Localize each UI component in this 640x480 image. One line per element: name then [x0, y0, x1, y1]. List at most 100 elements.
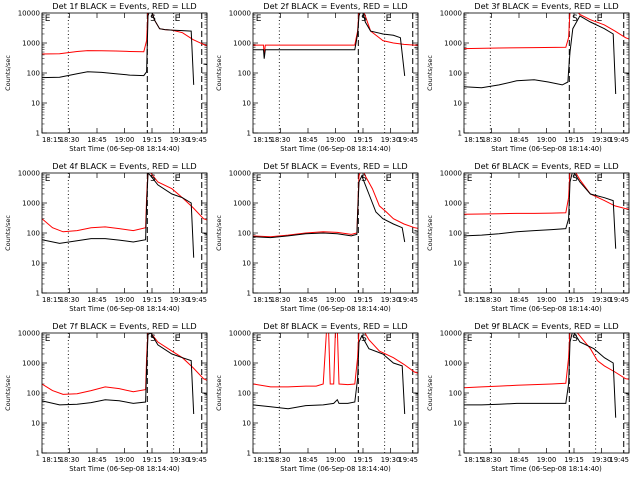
x-tick-label: 19:45: [398, 136, 418, 144]
panel-title: Det 3f BLACK = Events, RED = LLD: [474, 1, 618, 11]
marker-label: E: [597, 174, 603, 184]
panel-det-4: Det 4f BLACK = Events, RED = LLD Counts/s…: [4, 161, 208, 313]
panel-title: Det 8f BLACK = Events, RED = LLD: [263, 321, 407, 331]
y-tick-label: 10000: [18, 330, 40, 338]
marker-label: E: [45, 334, 51, 344]
x-tick-label: 19:30: [170, 136, 190, 144]
y-tick-label: 1: [458, 450, 462, 458]
x-tick-label: 19:15: [564, 296, 584, 304]
marker-label: E: [175, 14, 181, 24]
y-tick-label: 1000: [22, 200, 40, 208]
y-axis-label: Counts/sec: [426, 375, 434, 411]
x-tick-label: 19:00: [115, 136, 135, 144]
x-tick-label: 19:45: [609, 296, 629, 304]
marker-label: S: [572, 334, 578, 344]
y-tick-label: 100: [27, 230, 40, 238]
y-tick-label: 100: [238, 390, 251, 398]
panel-det-2: Det 2f BLACK = Events, RED = LLD Counts/s…: [215, 1, 419, 153]
y-axis-label: Counts/sec: [4, 375, 12, 411]
black-events-series: [42, 13, 195, 85]
x-axis-label: Start Time (06-Sep-08 18:14:40): [491, 465, 602, 473]
x-tick-label: 18:15: [464, 296, 484, 304]
panel-title: Det 4f BLACK = Events, RED = LLD: [52, 161, 196, 171]
x-tick-label: 19:45: [187, 456, 207, 464]
x-tick-label: 18:45: [87, 296, 107, 304]
y-tick-label: 10: [242, 100, 251, 108]
x-axis-label: Start Time (06-Sep-08 18:14:40): [69, 465, 180, 473]
x-tick-label: 19:45: [187, 136, 207, 144]
y-tick-label: 10000: [18, 170, 40, 178]
x-tick-label: 19:30: [592, 456, 612, 464]
x-tick-label: 18:30: [482, 296, 502, 304]
plot-frame: [41, 12, 208, 134]
x-tick-label: 18:15: [42, 296, 62, 304]
panel-det-6: Det 6f BLACK = Events, RED = LLD Counts/s…: [426, 161, 630, 313]
x-tick-label: 18:15: [42, 456, 62, 464]
x-tick-label: 18:45: [509, 296, 529, 304]
y-tick-label: 1000: [444, 40, 462, 48]
x-axis-label: Start Time (06-Sep-08 18:14:40): [280, 145, 391, 153]
red-lld-series: [464, 13, 629, 50]
black-events-series: [42, 333, 195, 415]
y-tick-label: 1: [36, 130, 40, 138]
x-tick-label: 18:30: [60, 296, 80, 304]
marker-label: E: [386, 334, 392, 344]
x-tick-label: 18:30: [60, 456, 80, 464]
x-tick-label: 19:15: [142, 136, 162, 144]
x-tick-label: 18:15: [464, 456, 484, 464]
x-axis-label: Start Time (06-Sep-08 18:14:40): [491, 305, 602, 313]
y-tick-label: 1000: [233, 360, 251, 368]
x-tick-label: 18:45: [87, 136, 107, 144]
x-tick-label: 18:15: [253, 296, 273, 304]
marker-label: S: [150, 334, 156, 344]
marker-label: E: [256, 334, 262, 344]
x-tick-label: 18:45: [298, 136, 318, 144]
marker-label: S: [361, 14, 367, 24]
black-events-series: [42, 173, 195, 258]
y-tick-label: 1000: [233, 200, 251, 208]
plot-frame: [252, 12, 419, 134]
marker-label: S: [361, 334, 367, 344]
x-tick-label: 19:00: [537, 456, 557, 464]
x-tick-label: 19:15: [353, 136, 373, 144]
x-tick-label: 19:15: [564, 456, 584, 464]
x-tick-label: 18:15: [464, 136, 484, 144]
x-tick-label: 18:30: [482, 136, 502, 144]
y-axis-label: Counts/sec: [426, 215, 434, 251]
y-tick-label: 10: [242, 260, 251, 268]
marker-label: S: [572, 174, 578, 184]
black-events-series-after-gap: [414, 392, 418, 395]
y-tick-label: 10000: [440, 330, 462, 338]
x-tick-label: 19:45: [187, 296, 207, 304]
plot-frame: [41, 332, 208, 454]
y-tick-label: 10: [453, 420, 462, 428]
black-events-series: [464, 15, 617, 95]
x-tick-label: 19:45: [398, 296, 418, 304]
black-events-series-after-gap: [414, 230, 418, 232]
x-tick-label: 19:15: [142, 456, 162, 464]
marker-label: E: [256, 14, 262, 24]
x-tick-label: 18:45: [509, 136, 529, 144]
y-tick-label: 100: [27, 70, 40, 78]
panel-title: Det 5f BLACK = Events, RED = LLD: [263, 161, 407, 171]
black-events-series-after-gap: [414, 47, 418, 49]
plot-frame: [252, 332, 419, 454]
y-tick-label: 100: [27, 390, 40, 398]
plot-frame: [463, 172, 630, 294]
x-tick-label: 19:30: [592, 136, 612, 144]
x-tick-label: 19:00: [537, 136, 557, 144]
panel-det-3: Det 3f BLACK = Events, RED = LLD Counts/s…: [426, 1, 630, 153]
panel-title: Det 1f BLACK = Events, RED = LLD: [52, 1, 196, 11]
x-axis-label: Start Time (06-Sep-08 18:14:40): [69, 145, 180, 153]
y-tick-label: 1000: [233, 40, 251, 48]
y-tick-label: 100: [449, 70, 462, 78]
x-tick-label: 19:30: [381, 456, 401, 464]
red-lld-series: [253, 13, 418, 55]
black-events-series-after-gap: [203, 392, 207, 395]
plot-frame: [252, 172, 419, 294]
